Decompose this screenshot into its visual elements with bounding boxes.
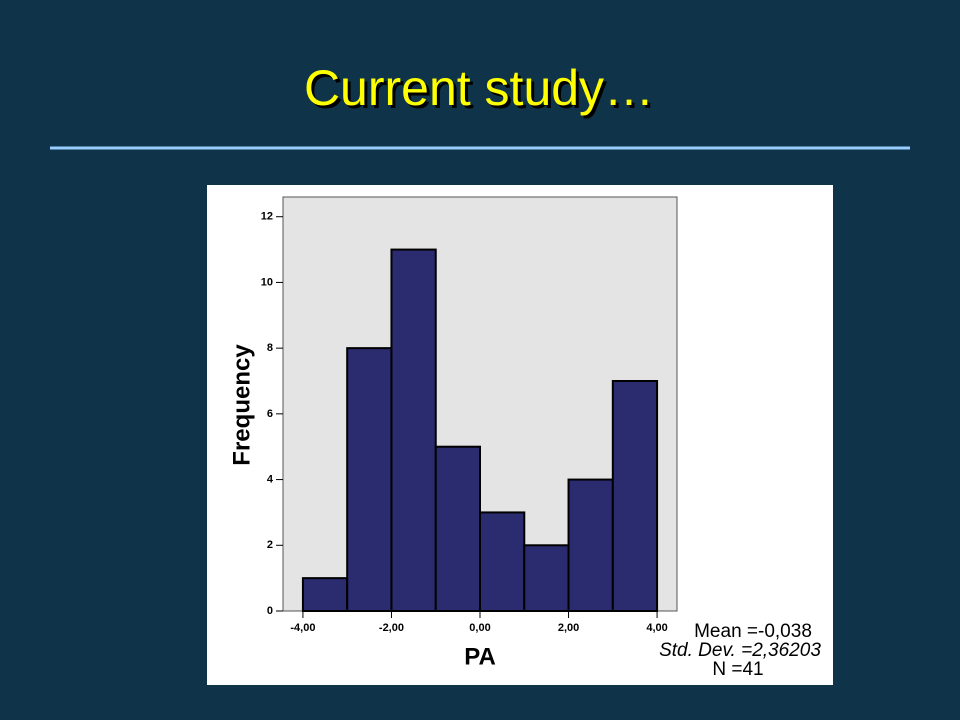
y-tick-label: 0 [267, 605, 273, 617]
y-tick-label: 12 [261, 211, 273, 223]
stat-n: N =41 [712, 659, 763, 680]
stat-mean: Mean =-0,038 [694, 621, 812, 642]
y-tick-label: 4 [267, 473, 274, 485]
x-tick-label: -2,00 [379, 622, 404, 634]
x-tick-label: 2,00 [558, 622, 579, 634]
y-tick-label: 2 [267, 539, 273, 551]
y-tick-label: 10 [261, 276, 273, 288]
y-tick-label: 6 [267, 408, 273, 420]
bar [523, 544, 570, 612]
x-axis-label: PA [464, 643, 496, 670]
x-tick-label: -4,00 [290, 622, 315, 634]
x-tick-label: 4,00 [646, 622, 667, 634]
bar [567, 478, 614, 613]
bar [479, 511, 526, 613]
y-axis-label: Frequency [228, 344, 255, 466]
bar [301, 577, 349, 613]
bar [390, 248, 437, 612]
chart-title: Current study… [304, 60, 654, 116]
x-tick-label: 0,00 [469, 622, 490, 634]
y-tick-label: 8 [267, 342, 273, 354]
bar [434, 445, 482, 613]
bar [611, 380, 659, 612]
bar [346, 347, 393, 612]
title-shadow: Current study… [307, 63, 657, 119]
stat-std: Std. Dev. =2,36203 [659, 640, 821, 661]
